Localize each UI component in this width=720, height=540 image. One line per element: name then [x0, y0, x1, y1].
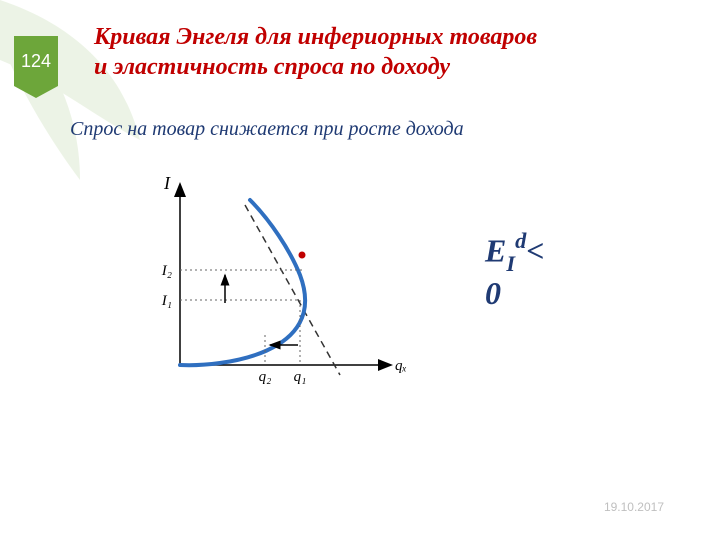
q2-label: q₂ — [259, 369, 272, 385]
title-line-2: и эластичность спроса по доходу — [94, 54, 450, 80]
i2-label: I₂ — [161, 263, 172, 279]
engel-curve — [180, 200, 305, 365]
page-number-badge: 124 — [14, 36, 58, 86]
engel-curve-chart: I qₓ I₂ I₁ q₂ q₁ — [150, 175, 410, 395]
elasticity-base: E — [485, 233, 506, 269]
x-axis-label: qₓ — [395, 358, 407, 374]
elasticity-rel: < — [526, 233, 544, 269]
curve-point — [299, 252, 306, 259]
elasticity-sub: I — [506, 251, 515, 276]
title-line-1: Кривая Энгеля для инфериорных товаров — [94, 24, 537, 50]
y-axis-label: I — [163, 175, 171, 193]
slide-title: Кривая Энгеля для инфериорных товаров и … — [94, 22, 690, 82]
elasticity-formula: EId< 0 — [485, 230, 545, 312]
i1-label: I₁ — [161, 293, 172, 309]
slide-date: 19.10.2017 — [604, 500, 664, 514]
elasticity-sup: d — [515, 228, 526, 253]
slide-subtitle: Спрос на товар снижается при росте доход… — [70, 118, 464, 141]
tangent-line — [245, 205, 340, 375]
q1-label: q₁ — [294, 369, 307, 385]
page-number: 124 — [21, 52, 51, 71]
elasticity-value: 0 — [485, 275, 501, 311]
